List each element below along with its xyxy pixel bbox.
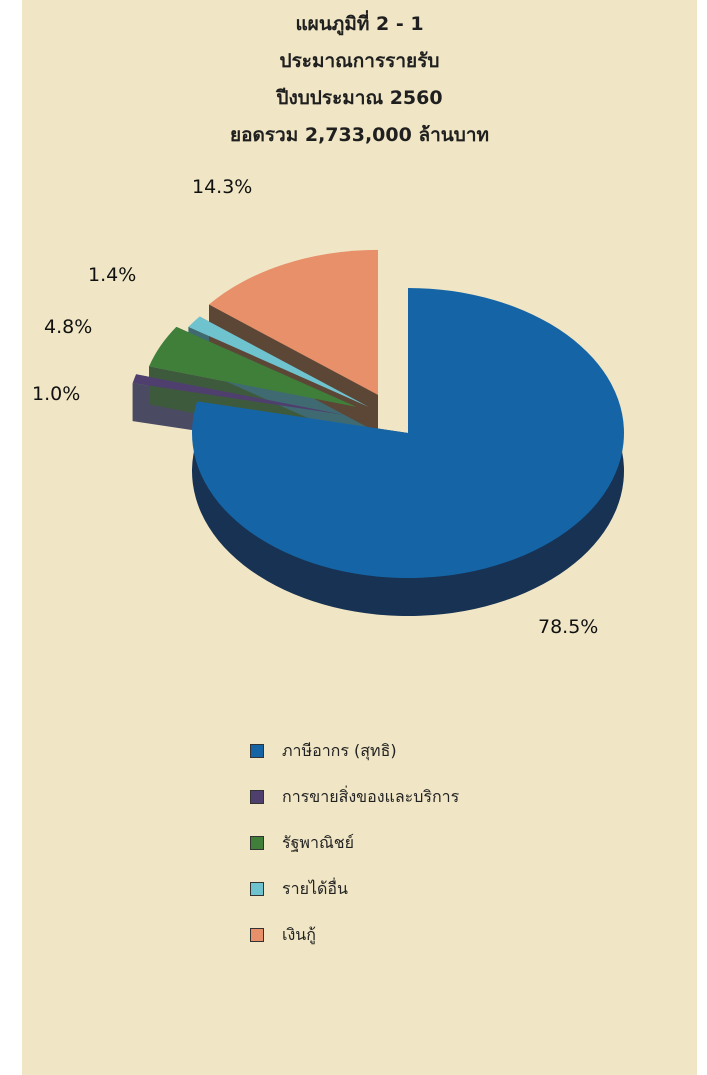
pie-slice-state-enterprise (149, 326, 357, 407)
legend-swatch (250, 836, 264, 850)
legend-item-borrowing: เงินกู้ (250, 912, 459, 958)
pie-slice-tax (192, 288, 624, 579)
chart-titles: แผนภูมิที่ 2 - 1 ประมาณการรายรับ ปีงบประ… (22, 6, 697, 154)
legend-swatch (250, 882, 264, 896)
legend-item-state-enterprise: รัฐพาณิชย์ (250, 820, 459, 866)
legend-label: ภาษีอากร (สุทธิ) (282, 740, 397, 760)
legend-label: รัฐพาณิชย์ (282, 832, 355, 852)
legend-label: การขายสิ่งของและบริการ (282, 786, 460, 806)
chart-subtitle-3: ยอดรวม 2,733,000 ล้านบาท (229, 124, 490, 146)
legend-item-goods-services: การขายสิ่งของและบริการ (250, 774, 459, 820)
pie-slice-borrowing (209, 249, 379, 395)
legend-swatch (250, 790, 264, 804)
pie-slice-goods-services (132, 374, 344, 415)
pie-chart (132, 249, 624, 616)
slice-label-other-income: 1.4% (88, 264, 137, 286)
chart-legend: ภาษีอากร (สุทธิ) การขายสิ่งของและบริการ … (250, 728, 459, 958)
slice-label-borrowing: 14.3% (192, 176, 253, 198)
legend-swatch (250, 744, 264, 758)
slice-label-tax: 78.5% (538, 616, 599, 638)
legend-label: เงินกู้ (282, 924, 316, 944)
pie-slice-other-income (188, 316, 369, 407)
legend-label: รายได้อื่น (282, 878, 348, 898)
slice-label-state-enterprise: 4.8% (44, 316, 93, 338)
chart-title: แผนภูมิที่ 2 - 1 (295, 13, 424, 35)
legend-item-tax: ภาษีอากร (สุทธิ) (250, 728, 459, 774)
chart-subtitle-1: ประมาณการรายรับ (279, 50, 440, 72)
slice-label-goods-services: 1.0% (32, 383, 81, 405)
legend-item-other-income: รายได้อื่น (250, 866, 459, 912)
chart-subtitle-2: ปีงบประมาณ 2560 (276, 87, 443, 109)
legend-swatch (250, 928, 264, 942)
